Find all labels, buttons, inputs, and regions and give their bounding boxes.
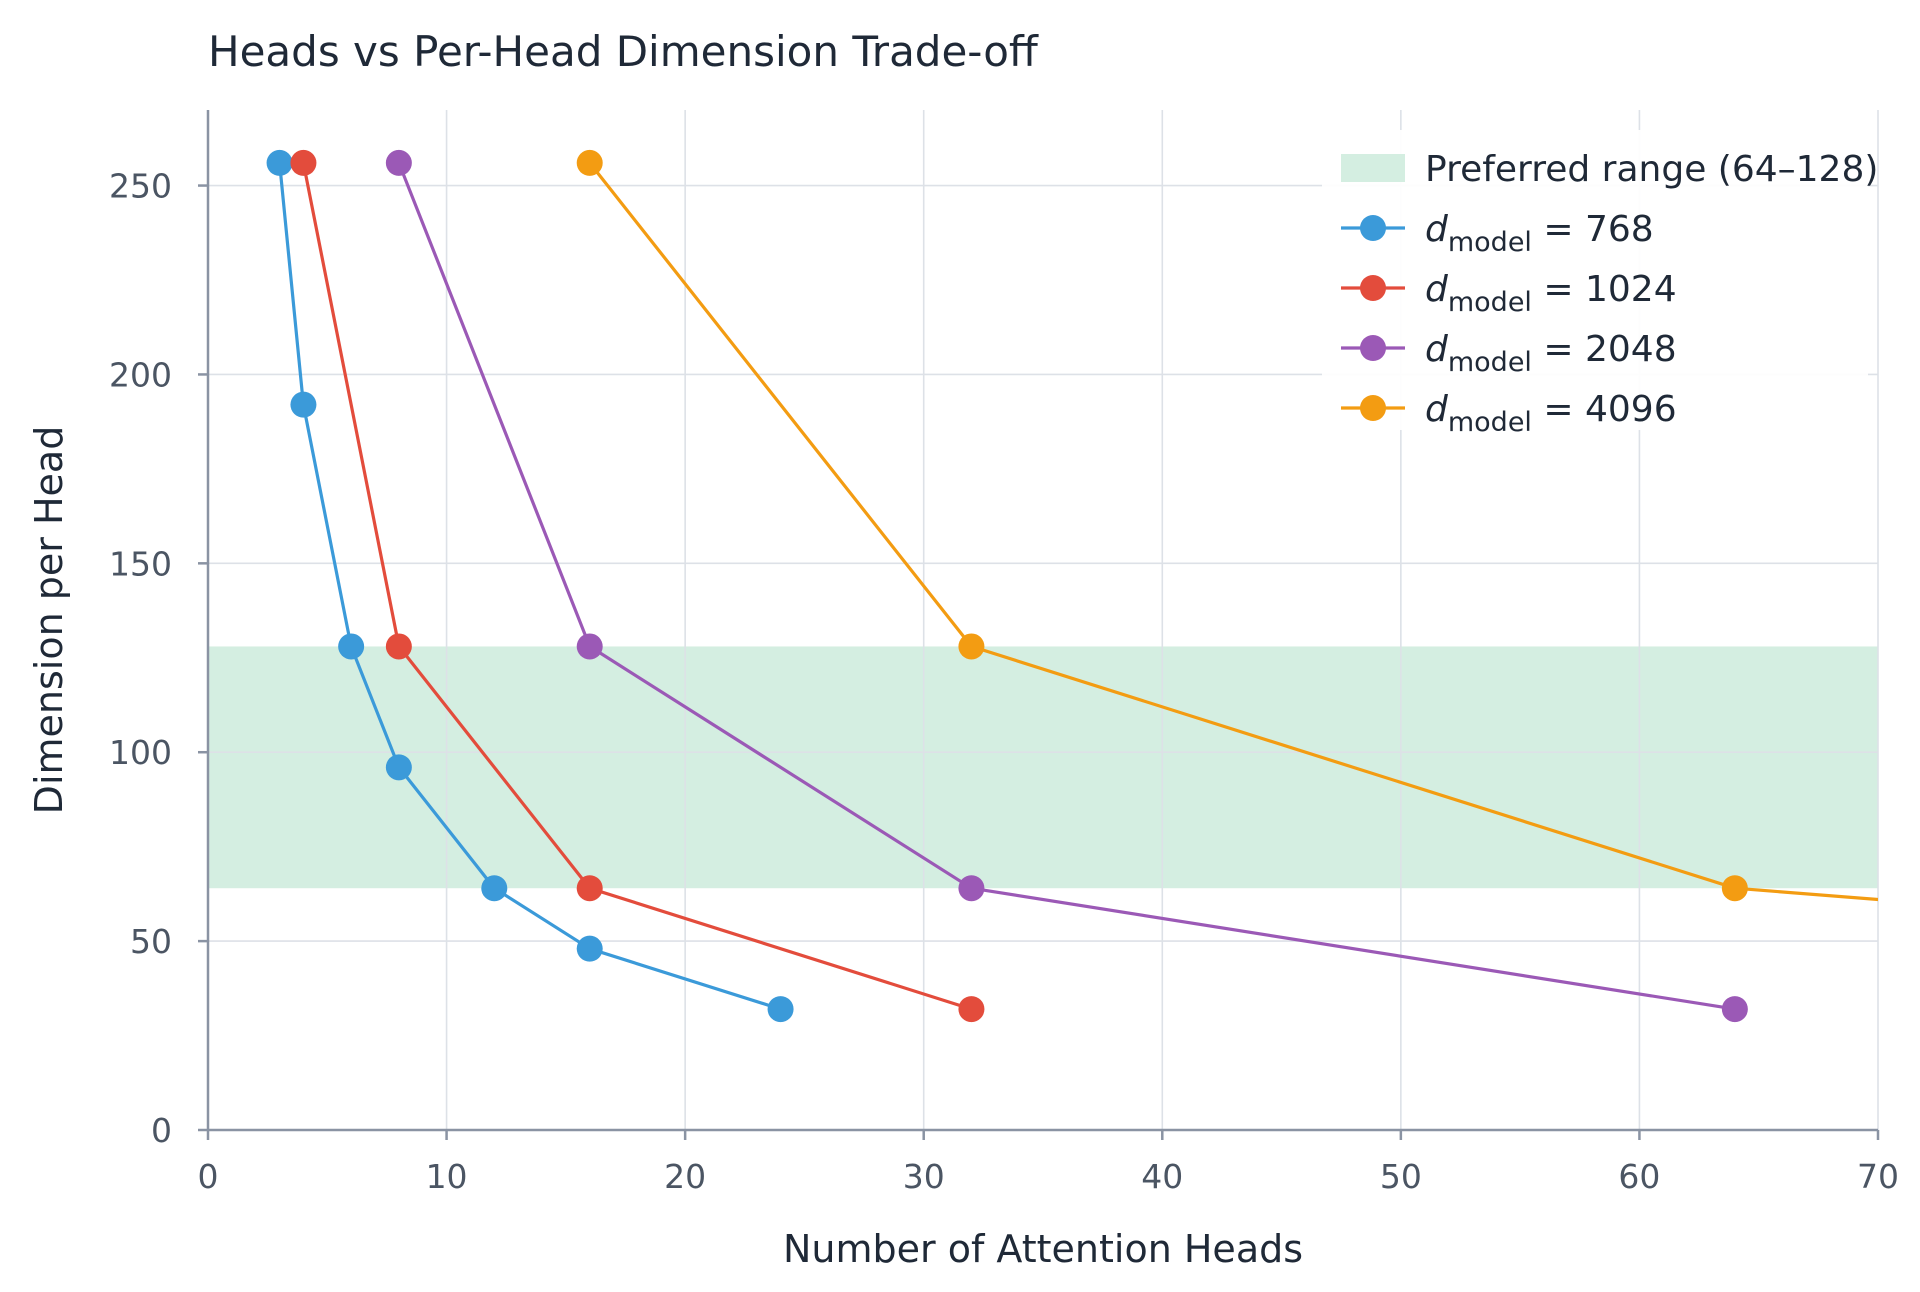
y-tick-label: 50 bbox=[130, 922, 172, 961]
data-point bbox=[481, 875, 508, 902]
legend-marker bbox=[1360, 335, 1386, 361]
data-point bbox=[958, 996, 985, 1023]
chart-title: Heads vs Per-Head Dimension Trade-off bbox=[208, 27, 1039, 76]
series-line bbox=[397, 162, 1736, 1011]
data-point bbox=[338, 633, 365, 660]
data-point bbox=[767, 996, 794, 1023]
legend: Preferred range (64–128) dmodel = 768 dmod… bbox=[1322, 130, 1878, 438]
data-point bbox=[576, 935, 603, 962]
x-axis-label: Number of Attention Heads bbox=[783, 1227, 1303, 1271]
legend-label: dmodel = 768 bbox=[1425, 209, 1654, 258]
x-tick-label: 30 bbox=[903, 1157, 945, 1196]
legend-background bbox=[1322, 130, 1868, 430]
legend-marker bbox=[1360, 275, 1386, 301]
x-tick-label: 20 bbox=[664, 1157, 706, 1196]
series-line bbox=[588, 161, 1878, 902]
y-tick-label: 200 bbox=[109, 355, 172, 394]
legend-label: dmodel = 4096 bbox=[1425, 389, 1677, 438]
x-tick-label: 60 bbox=[1618, 1157, 1660, 1196]
legend-label-band: Preferred range (64–128) bbox=[1425, 149, 1878, 190]
series-3 bbox=[576, 149, 1878, 902]
legend-label: dmodel = 2048 bbox=[1425, 329, 1677, 378]
x-tick-label: 10 bbox=[426, 1157, 468, 1196]
data-point bbox=[385, 149, 412, 176]
data-point bbox=[385, 754, 412, 781]
x-tick-label: 0 bbox=[198, 1157, 219, 1196]
data-point bbox=[266, 149, 293, 176]
data-point bbox=[958, 875, 985, 902]
series-2 bbox=[385, 149, 1748, 1023]
y-tick-label: 150 bbox=[109, 544, 172, 583]
data-point bbox=[1721, 996, 1748, 1023]
legend-marker bbox=[1360, 215, 1386, 241]
data-point bbox=[290, 149, 317, 176]
series-1 bbox=[290, 149, 985, 1023]
data-point bbox=[576, 875, 603, 902]
data-point bbox=[1721, 875, 1748, 902]
y-tick-label: 100 bbox=[109, 733, 172, 772]
y-axis-label: Dimension per Head bbox=[27, 426, 71, 815]
x-tick-label: 70 bbox=[1857, 1157, 1899, 1196]
data-point bbox=[290, 391, 317, 418]
preferred-range-band bbox=[208, 646, 1878, 889]
legend-swatch-band bbox=[1341, 154, 1405, 182]
x-tick-label: 40 bbox=[1141, 1157, 1183, 1196]
data-point bbox=[576, 633, 603, 660]
series-0 bbox=[266, 149, 794, 1023]
y-tick-label: 0 bbox=[151, 1111, 172, 1150]
data-point bbox=[958, 633, 985, 660]
series-line bbox=[301, 162, 972, 1011]
data-point bbox=[385, 633, 412, 660]
x-tick-label: 50 bbox=[1380, 1157, 1422, 1196]
y-tick-label: 250 bbox=[109, 167, 172, 206]
data-point bbox=[576, 149, 603, 176]
legend-label: dmodel = 1024 bbox=[1425, 269, 1677, 318]
legend-marker bbox=[1360, 395, 1386, 421]
